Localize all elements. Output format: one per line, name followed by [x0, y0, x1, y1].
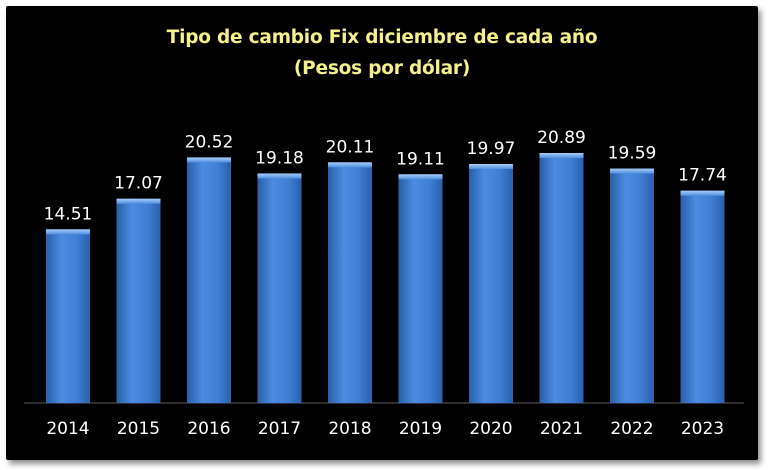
x-tick-label-2022: 2022 [610, 419, 653, 439]
x-tick-label-2015: 2015 [117, 419, 160, 439]
bar-cap-2016 [187, 157, 231, 163]
x-tick-label-2014: 2014 [46, 419, 89, 439]
x-tick-label-2016: 2016 [187, 419, 230, 439]
bar-cap-2022 [610, 168, 654, 174]
x-tick-label-2020: 2020 [469, 419, 512, 439]
bar-cap-2017 [257, 173, 302, 179]
bar-cap-2019 [398, 174, 443, 180]
data-label-2021: 20.89 [537, 128, 586, 148]
data-label-2015: 17.07 [114, 174, 163, 194]
data-label-2022: 19.59 [608, 144, 657, 164]
bar-cap-2018 [328, 162, 372, 168]
x-tick-label-2023: 2023 [681, 419, 724, 439]
bar-2019 [398, 174, 443, 403]
x-tick-label-2019: 2019 [399, 419, 442, 439]
bar-chart: 14.51 17.07 20.52 19.18 20.11 19.11 19.97 20.89… [24, 128, 744, 439]
bar-cap-2014 [46, 229, 90, 235]
x-tick-label-2017: 2017 [258, 419, 301, 439]
chart-frame: Tipo de cambio Fix diciembre de cada año… [6, 6, 758, 460]
data-label-2019: 19.11 [396, 149, 445, 169]
data-label-2014: 14.51 [44, 204, 93, 224]
bar-2022 [610, 168, 654, 403]
bar-2017 [257, 173, 302, 403]
bar-cap-2020 [469, 164, 513, 170]
bar-2023 [680, 190, 725, 403]
x-tick-label-2021: 2021 [540, 419, 583, 439]
chart-title: Tipo de cambio Fix diciembre de cada año [166, 27, 598, 48]
data-label-2018: 20.11 [326, 137, 375, 157]
bar-cap-2021 [539, 153, 584, 158]
bar-2016 [187, 157, 231, 403]
x-tick-label-2018: 2018 [328, 419, 371, 439]
data-label-2020: 19.97 [467, 139, 516, 159]
data-label-2016: 20.52 [185, 132, 234, 152]
bar-2018 [328, 162, 372, 403]
bar-2021 [539, 153, 584, 403]
bar-cap-2015 [116, 198, 161, 204]
data-label-2023: 17.74 [678, 166, 727, 186]
bar-2015 [116, 198, 161, 403]
chart-subtitle: (Pesos por dólar) [293, 58, 471, 79]
bar-2014 [46, 229, 90, 403]
bar-cap-2023 [680, 190, 725, 196]
bar-2020 [469, 164, 513, 403]
data-label-2017: 19.18 [255, 148, 304, 168]
